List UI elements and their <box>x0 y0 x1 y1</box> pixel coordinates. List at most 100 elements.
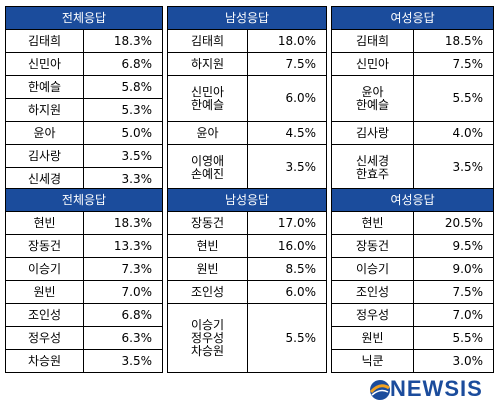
female-value: 3.5% <box>413 144 495 191</box>
globe-logo-icon <box>369 380 390 400</box>
male-name: 하지원 <box>167 52 249 76</box>
total-value: 5.3% <box>82 98 164 122</box>
total-name: 하지원 <box>5 98 84 122</box>
table-row: 신민아 6.8% 하지원 7.5% 신민아 7.5% <box>5 52 495 76</box>
total-value: 3.5% <box>82 349 164 373</box>
total-value: 5.8% <box>82 75 164 99</box>
female-value: 7.5% <box>413 280 495 304</box>
total-name: 한예슬 <box>5 75 84 99</box>
male-name-line: 한예슬 <box>190 97 225 112</box>
ranking-table-1: 전체응답 남성응답 여성응답 김태희 18.3% 김태희 18.0% 김태희 1… <box>4 6 495 191</box>
female-value: 5.5% <box>413 326 495 350</box>
male-name: 윤아 <box>167 121 249 145</box>
total-value: 3.5% <box>82 144 164 168</box>
ranking-table-2: 전체응답 남성응답 여성응답 현빈 18.3% 장동건 17.0% 현빈 20.… <box>4 188 495 373</box>
female-name: 닉쿤 <box>331 349 415 373</box>
female-name: 현빈 <box>331 211 415 235</box>
table-row: 차승원 3.5% 닉쿤 3.0% <box>5 349 495 373</box>
female-value: 9.0% <box>413 257 495 281</box>
header-female: 여성응답 <box>331 188 495 212</box>
male-name-line: 이승기 <box>190 317 225 332</box>
male-value: 17.0% <box>247 211 328 235</box>
male-name-merged: 신민아 한예슬 <box>167 75 249 122</box>
table-row: 조인성 6.8% 이승기 정우성 차승원 5.5% 정우성 7.0% <box>5 303 495 373</box>
male-value: 6.0% <box>247 75 328 122</box>
total-name: 차승원 <box>5 349 84 373</box>
male-name: 장동건 <box>167 211 249 235</box>
male-value: 5.5% <box>247 303 328 373</box>
female-value: 5.5% <box>413 75 495 122</box>
male-value: 8.5% <box>247 257 328 281</box>
header-row: 전체응답 남성응답 여성응답 <box>4 188 495 373</box>
total-value: 6.3% <box>82 326 164 350</box>
total-name: 이승기 <box>5 257 84 281</box>
total-value: 6.8% <box>82 52 164 76</box>
total-value: 6.8% <box>82 303 164 327</box>
total-name: 조인성 <box>5 303 84 327</box>
female-name: 김태희 <box>331 29 415 53</box>
header-female: 여성응답 <box>331 6 495 30</box>
table-row: 하지원 5.3% <box>5 98 494 122</box>
total-value: 18.3% <box>82 211 164 235</box>
total-value: 5.0% <box>82 121 164 145</box>
male-value: 6.0% <box>247 280 328 304</box>
male-value: 4.5% <box>247 121 328 145</box>
female-name: 이승기 <box>331 257 415 281</box>
female-value: 4.0% <box>413 121 495 145</box>
total-name: 김사랑 <box>5 144 84 168</box>
male-name: 현빈 <box>167 234 249 258</box>
male-name-line: 차승원 <box>190 343 225 358</box>
table-row: 장동건 13.3% 현빈 16.0% 장동건 9.5% <box>5 234 495 258</box>
male-name-line: 신민아 <box>190 84 225 99</box>
female-value: 18.5% <box>413 29 495 53</box>
header-total: 전체응답 <box>4 6 164 30</box>
female-name-line: 윤아 <box>361 84 384 99</box>
total-name: 정우성 <box>5 326 84 350</box>
table-row: 신세경 3.3% <box>5 167 494 191</box>
table-row: 정우성 6.3% 원빈 5.5% <box>5 326 495 350</box>
female-value: 7.0% <box>413 303 495 327</box>
header-male: 남성응답 <box>167 188 328 212</box>
female-name: 장동건 <box>331 234 415 258</box>
total-value: 7.0% <box>82 280 164 304</box>
total-name: 김태희 <box>5 29 84 53</box>
header-total: 전체응답 <box>4 188 164 212</box>
male-name: 조인성 <box>167 280 249 304</box>
female-value: 7.5% <box>413 52 495 76</box>
female-name: 정우성 <box>331 303 415 327</box>
female-value: 3.0% <box>413 349 495 373</box>
table-row: 이승기 7.3% 원빈 8.5% 이승기 9.0% <box>5 257 495 281</box>
total-value: 18.3% <box>82 29 164 53</box>
male-value: 3.5% <box>247 144 328 191</box>
table-row: 윤아 5.0% 윤아 4.5% 김사랑 4.0% <box>5 121 495 145</box>
female-name-merged: 윤아 한예슬 <box>331 75 415 122</box>
male-name-line: 손예진 <box>190 166 225 181</box>
male-value: 18.0% <box>247 29 328 53</box>
male-name-line: 이영애 <box>190 153 225 168</box>
female-value: 20.5% <box>413 211 495 235</box>
female-name: 신민아 <box>331 52 415 76</box>
table-row: 현빈 18.3% 장동건 17.0% 현빈 20.5% <box>5 211 495 235</box>
total-name: 윤아 <box>5 121 84 145</box>
female-name-line: 한효주 <box>355 166 390 181</box>
female-name-line: 신세경 <box>355 153 390 168</box>
total-name: 현빈 <box>5 211 84 235</box>
female-name-line: 한예슬 <box>355 97 390 112</box>
total-value: 7.3% <box>82 257 164 281</box>
male-name-line: 정우성 <box>190 330 225 345</box>
total-value: 13.3% <box>82 234 164 258</box>
male-name-merged: 이승기 정우성 차승원 <box>167 303 249 373</box>
female-name-merged: 신세경 한효주 <box>331 144 415 191</box>
total-value: 3.3% <box>82 167 164 191</box>
total-name: 장동건 <box>5 234 84 258</box>
male-value: 16.0% <box>247 234 328 258</box>
header-row: 전체응답 남성응답 여성응답 <box>4 6 495 191</box>
header-male: 남성응답 <box>167 6 328 30</box>
newsis-logo-text: NEWSIS <box>390 376 483 401</box>
total-name: 원빈 <box>5 280 84 304</box>
male-name-merged: 이영애 손예진 <box>167 144 249 191</box>
male-value: 7.5% <box>247 52 328 76</box>
newsis-logo: NEWSIS <box>368 374 494 404</box>
female-value: 9.5% <box>413 234 495 258</box>
table-row: 원빈 7.0% 조인성 6.0% 조인성 7.5% <box>5 280 495 304</box>
